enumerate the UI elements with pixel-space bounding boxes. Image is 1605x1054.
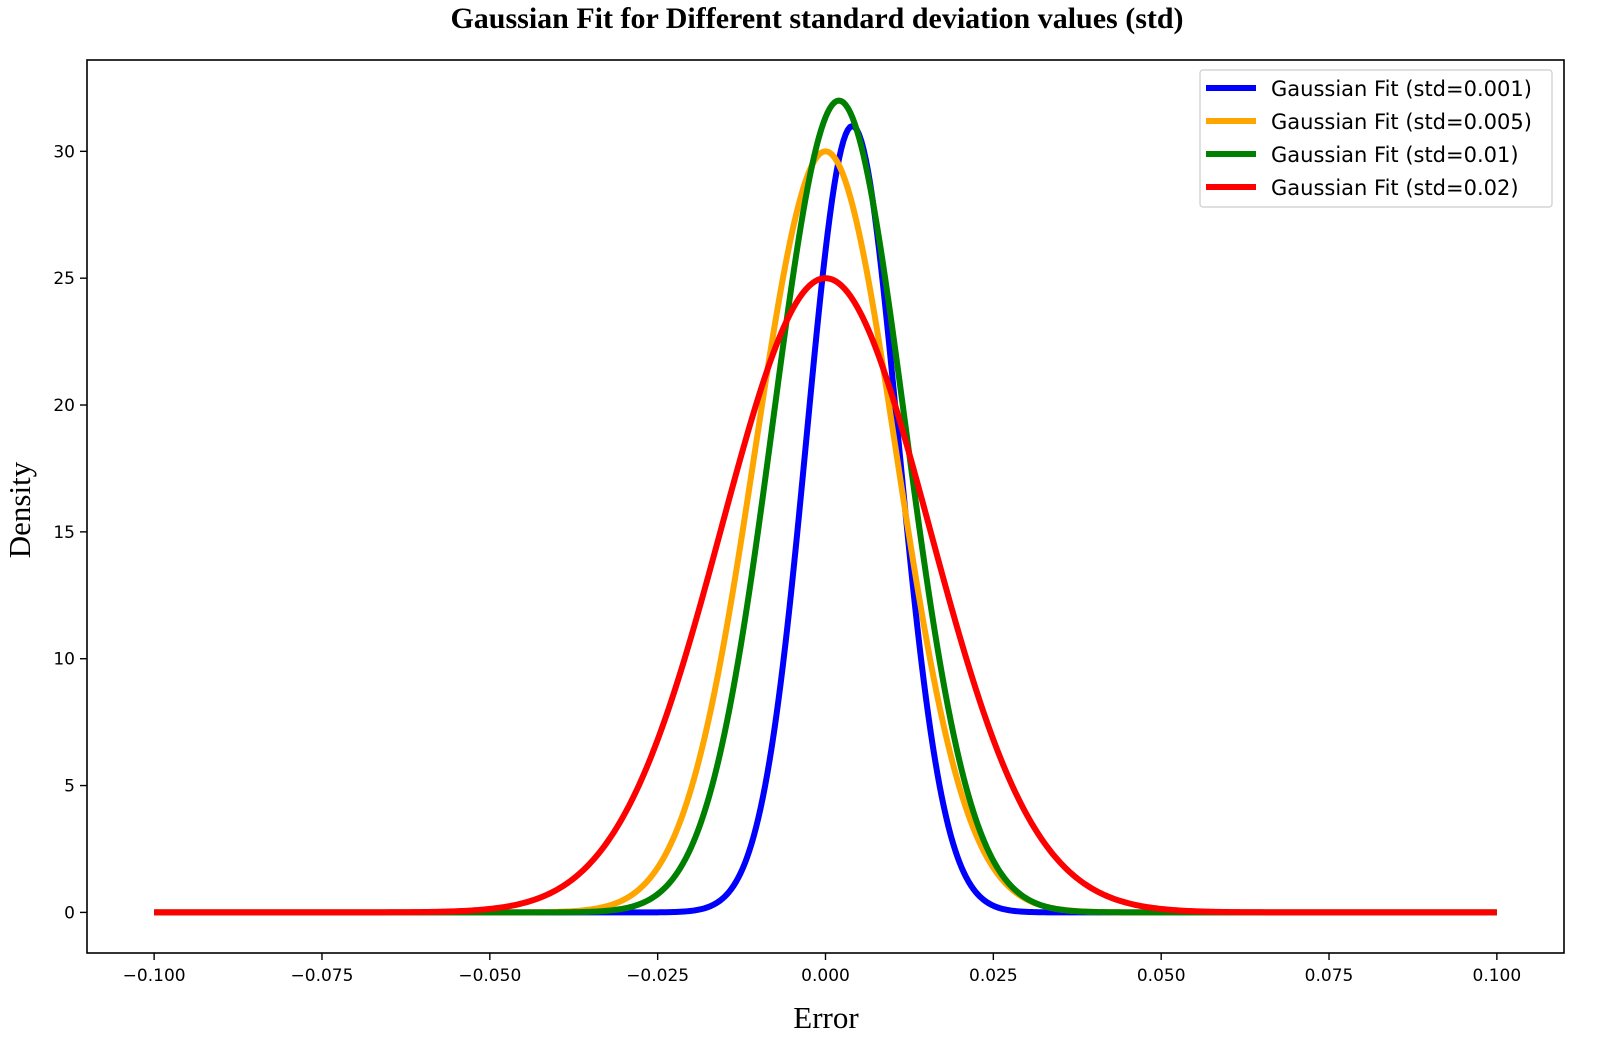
- x-tick-label: −0.025: [626, 966, 689, 986]
- x-tick-label: −0.075: [291, 966, 354, 986]
- legend-entries: Gaussian Fit (std=0.001) Gaussian Fit (st…: [1206, 77, 1532, 200]
- y-tick-label: 10: [53, 650, 75, 670]
- y-tick-label: 5: [64, 777, 75, 797]
- y-tick-label: 15: [53, 523, 75, 543]
- series-line-2: [153, 97, 1498, 916]
- x-tick-label: 0.100: [1473, 966, 1522, 986]
- y-tick-label: 0: [64, 903, 75, 923]
- x-tick-label: 0.000: [801, 966, 850, 986]
- legend-box: [1199, 69, 1553, 208]
- y-tick-label: 30: [53, 142, 75, 162]
- legend-label-3: Gaussian Fit (std=0.02): [1271, 176, 1519, 200]
- x-tick-label: 0.050: [1137, 966, 1186, 986]
- y-tick-label: 25: [53, 269, 75, 289]
- x-axis-ticks: −0.100 −0.075 −0.050 −0.025 0.000 0.025 0.050 0…: [123, 953, 1522, 986]
- y-axis-ticks: 0 5 10 15 20 25 30: [53, 142, 87, 923]
- chart-title: Gaussian Fit for Different standard devi…: [450, 2, 1183, 35]
- legend-label-1: Gaussian Fit (std=0.005): [1271, 110, 1532, 134]
- x-tick-label: −0.100: [123, 966, 186, 986]
- y-axis-label: Density: [2, 461, 37, 558]
- x-axis-label: Error: [793, 1000, 859, 1035]
- y-tick-label: 20: [53, 396, 75, 416]
- series-layer: [153, 97, 1498, 916]
- series-line-3: [153, 275, 1498, 916]
- legend-label-2: Gaussian Fit (std=0.01): [1271, 143, 1519, 167]
- x-tick-label: 0.025: [969, 966, 1018, 986]
- legend: Gaussian Fit (std=0.001) Gaussian Fit (st…: [1199, 69, 1553, 208]
- x-tick-label: −0.050: [458, 966, 521, 986]
- x-tick-label: 0.075: [1305, 966, 1354, 986]
- series-line-0: [153, 122, 1498, 916]
- legend-label-0: Gaussian Fit (std=0.001): [1271, 77, 1532, 101]
